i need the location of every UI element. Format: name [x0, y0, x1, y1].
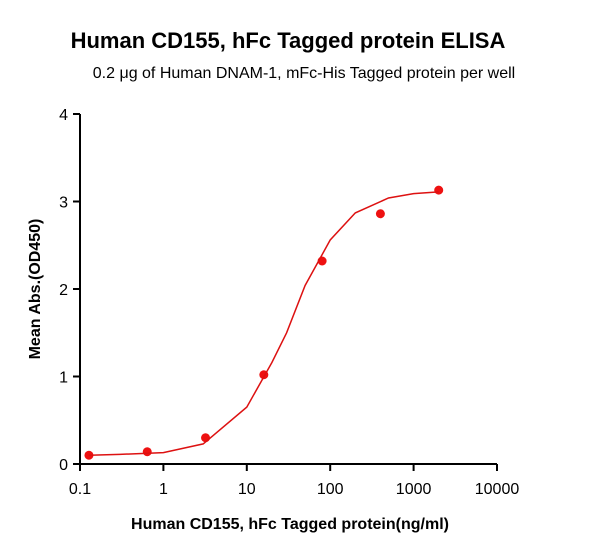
y-axis-label: Mean Abs.(OD450)	[27, 219, 44, 360]
data-point	[201, 433, 211, 443]
data-point	[142, 447, 152, 457]
chart-subtitle: 0.2 μg of Human DNAM-1, mFc-His Tagged p…	[93, 65, 515, 82]
x-tick-label: 1000	[396, 481, 432, 498]
x-axis-label: Human CD155, hFc Tagged protein(ng/ml)	[131, 516, 449, 533]
x-tick-label: 10	[238, 481, 256, 498]
chart-title: Human CD155, hFc Tagged protein ELISA	[71, 28, 506, 53]
fit-curve	[88, 191, 439, 457]
x-tick-label: 0.1	[69, 481, 91, 498]
x-tick-label: 100	[317, 481, 344, 498]
y-tick-label: 2	[59, 282, 68, 299]
y-tick-label: 0	[59, 457, 68, 474]
data-point	[375, 209, 385, 219]
x-tick-label: 10000	[475, 481, 520, 498]
y-tick-label: 4	[59, 107, 68, 124]
y-tick-label: 1	[59, 370, 68, 387]
data-point	[434, 185, 444, 195]
x-tick-label: 1	[159, 481, 168, 498]
y-tick-label: 3	[59, 195, 68, 212]
